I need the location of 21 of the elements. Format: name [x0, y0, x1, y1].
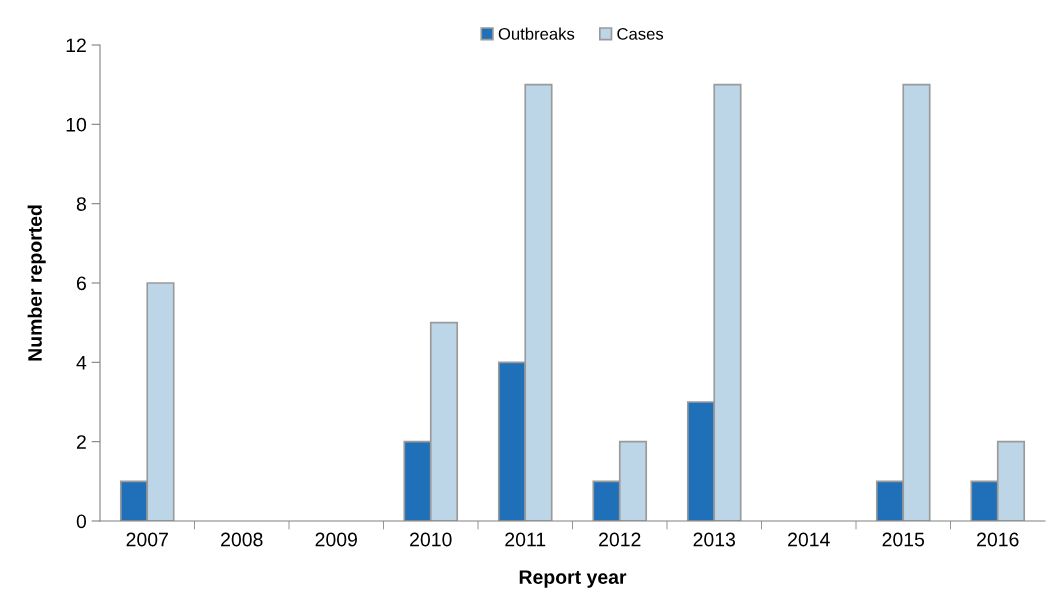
y-tick-label: 0: [76, 514, 87, 529]
x-tick-label: 2013: [693, 532, 736, 547]
y-tick-label: 2: [76, 435, 86, 449]
x-tick-label: 2009: [315, 532, 357, 547]
y-tick-label: 8: [76, 197, 86, 211]
x-tick-label: 2011: [505, 532, 546, 547]
x-tick-label: 2016: [977, 532, 1019, 547]
x-tick-label: 2012: [599, 532, 641, 547]
x-tick-label: 2015: [882, 532, 925, 547]
x-tick-label: 2014: [788, 532, 830, 547]
y-axis-title: Number reported: [27, 205, 46, 361]
y-tick-label: 12: [66, 38, 86, 53]
y-tick-label: 10: [66, 117, 87, 132]
x-axis-title: Report year: [519, 570, 627, 588]
x-tick-label: 2010: [410, 532, 452, 547]
y-tick-label: 6: [76, 276, 86, 291]
y-tick-label: 4: [76, 356, 87, 370]
x-tick-label: 2008: [221, 532, 263, 547]
legend-label: Outbreaks: [498, 27, 575, 40]
legend-label: Cases: [617, 28, 664, 40]
x-tick-label: 2007: [126, 532, 168, 547]
